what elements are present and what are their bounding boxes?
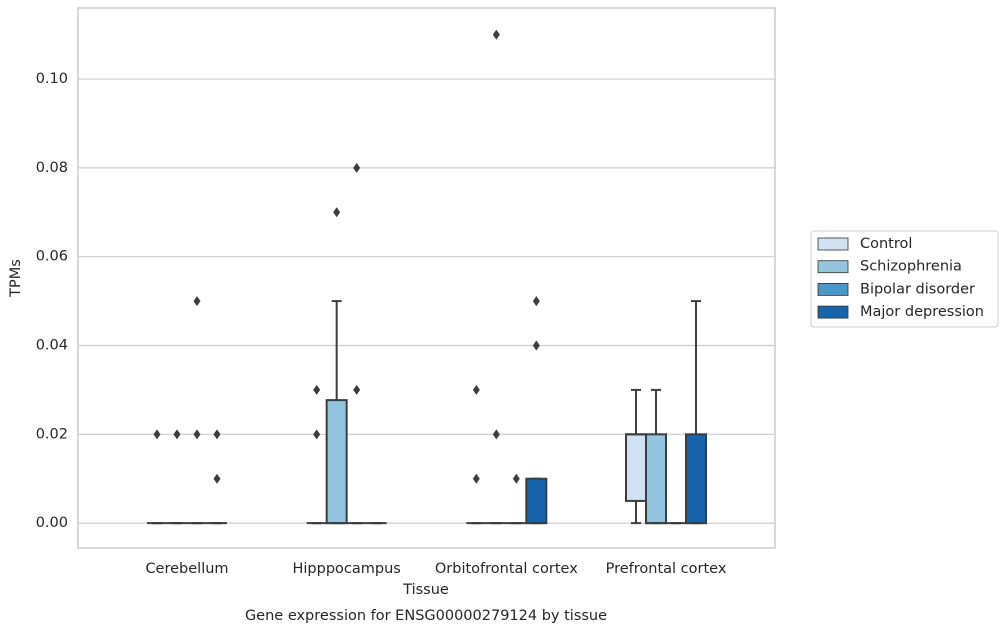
outlier (193, 429, 201, 440)
box (685, 433, 707, 525)
x-tick-label: Prefrontal cortex (606, 561, 727, 577)
legend-swatch (817, 237, 849, 251)
outlier (213, 429, 221, 440)
x-axis-label: Tissue (402, 582, 449, 598)
legend-label: Control (860, 236, 912, 252)
legend-swatch (817, 305, 849, 319)
legend-label: Bipolar disorder (860, 281, 975, 297)
outlier (153, 429, 161, 440)
legend-label: Schizophrenia (860, 259, 962, 275)
y-tick-label: 0.06 (36, 249, 68, 265)
plot-frame (77, 7, 776, 549)
outlier (353, 384, 361, 395)
outlier (512, 473, 520, 484)
outlier (472, 473, 480, 484)
outlier (313, 429, 321, 440)
outlier (313, 384, 321, 395)
box (625, 433, 647, 502)
outlier (472, 384, 480, 395)
x-tick-label: Cerebellum (145, 561, 228, 577)
legend-frame (810, 230, 999, 328)
box (525, 477, 548, 525)
outlier (333, 207, 341, 218)
outlier (492, 429, 500, 440)
legend-swatch (817, 260, 849, 274)
box (325, 399, 348, 525)
y-axis-label: TPMs (8, 259, 24, 298)
y-tick-label: 0.10 (36, 71, 68, 87)
outlier (532, 340, 540, 351)
outlier (193, 296, 201, 307)
box (645, 433, 667, 525)
outlier (173, 429, 181, 440)
outlier (353, 162, 361, 173)
y-tick-label: 0.02 (36, 426, 68, 442)
outlier (532, 296, 540, 307)
x-tick-label: Orbitofrontal cortex (435, 561, 578, 577)
y-tick-label: 0.00 (36, 515, 68, 531)
y-tick-label: 0.04 (36, 338, 68, 354)
outlier (492, 29, 500, 40)
legend-swatch (817, 282, 849, 296)
x-tick-label: Hipppocampus (292, 561, 400, 577)
y-tick-label: 0.08 (36, 160, 68, 176)
legend-label: Major depression (860, 304, 984, 320)
chart-title: Gene expression for ENSG00000279124 by t… (245, 608, 607, 624)
outlier (213, 473, 221, 484)
